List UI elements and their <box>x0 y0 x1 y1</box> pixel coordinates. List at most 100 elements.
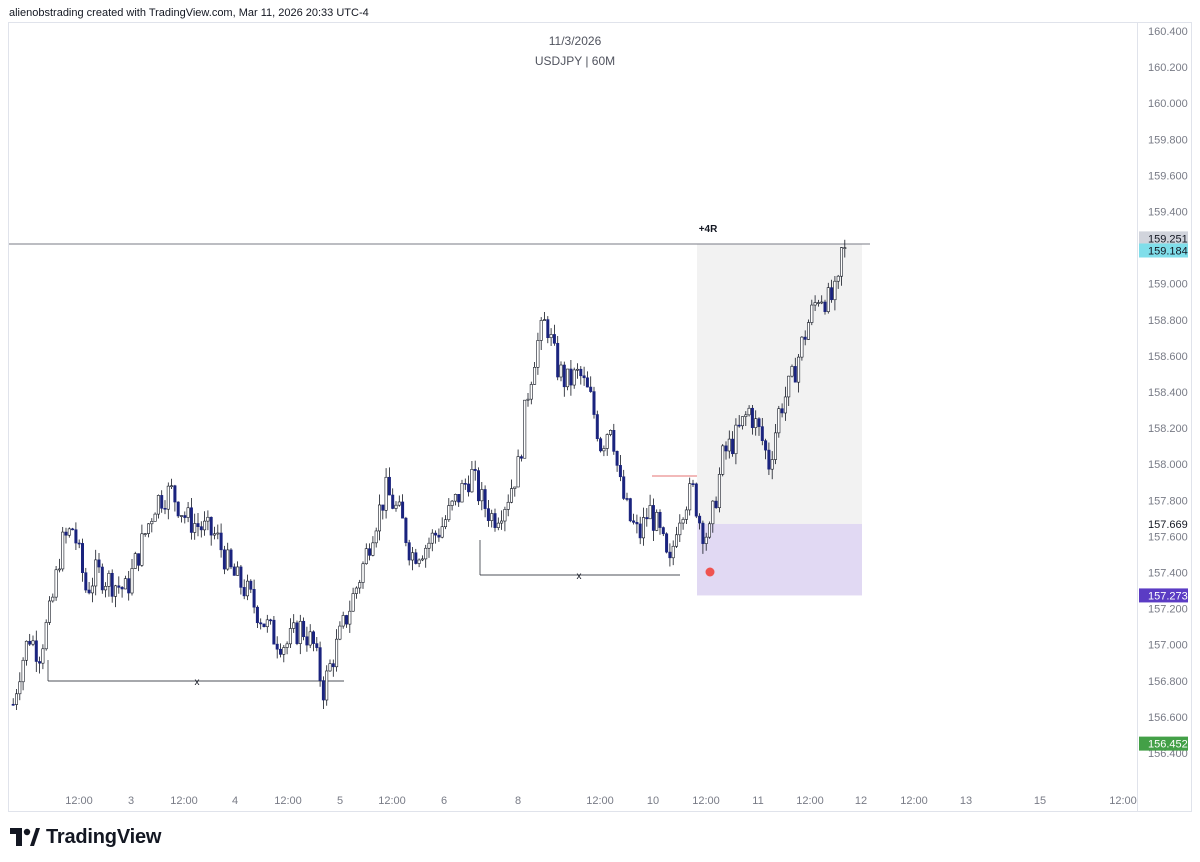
price-label: 157.273 <box>1148 590 1188 602</box>
bullish-candle <box>156 495 160 515</box>
bullish-candle <box>153 513 157 522</box>
time-tick-label: 12:00 <box>170 795 198 807</box>
price-tick-label: 160.000 <box>1148 98 1188 110</box>
bullish-candle <box>338 625 342 640</box>
bullish-candle <box>608 430 612 435</box>
price-tick-label: 157.600 <box>1148 531 1188 543</box>
bearish-candle <box>658 511 662 528</box>
bearish-candle <box>229 549 233 568</box>
bearish-candle <box>638 523 642 539</box>
bullish-candle <box>417 559 421 564</box>
bullish-candle <box>833 280 837 301</box>
bearish-candle <box>219 532 223 551</box>
bearish-candle <box>331 663 335 668</box>
bullish-candle <box>341 615 345 627</box>
tradingview-logo[interactable]: TradingView <box>10 824 161 850</box>
bearish-candle <box>592 391 596 415</box>
bearish-candle <box>701 522 705 544</box>
bullish-candle <box>325 670 329 701</box>
bearish-candle <box>457 494 461 503</box>
bullish-candle <box>47 600 51 623</box>
bullish-candle <box>810 304 814 323</box>
bullish-candle <box>533 367 537 385</box>
bullish-candle <box>443 519 447 528</box>
bullish-candle <box>206 516 210 522</box>
bearish-candle <box>74 529 78 544</box>
bearish-candle <box>110 572 114 597</box>
bearish-candle <box>698 515 702 524</box>
bullish-candle <box>140 533 144 566</box>
bullish-candle <box>655 511 659 531</box>
bullish-candle <box>536 340 540 368</box>
bearish-candle <box>176 501 180 517</box>
bullish-candle <box>648 505 652 520</box>
bearish-candle <box>618 465 622 478</box>
bullish-candle <box>526 398 530 401</box>
bearish-candle <box>665 533 669 553</box>
bearish-candle <box>803 336 807 340</box>
bearish-candle <box>77 542 81 545</box>
bullish-candle <box>707 523 711 538</box>
bullish-candle <box>430 532 434 544</box>
bearish-candle <box>764 440 768 451</box>
price-tick-label: 156.600 <box>1148 712 1188 724</box>
bearish-candle <box>625 498 629 500</box>
price-axis[interactable] <box>1138 22 1192 812</box>
bullish-candle <box>836 275 840 282</box>
bearish-candle <box>546 319 550 339</box>
bullish-candle <box>282 647 286 655</box>
bearish-candle <box>737 424 741 427</box>
chart-pane[interactable] <box>8 22 1138 812</box>
bearish-candle <box>767 449 771 470</box>
time-tick-label: 8 <box>515 795 521 807</box>
bullish-candle <box>790 366 794 377</box>
price-label-box <box>1139 588 1188 603</box>
bullish-candle <box>681 519 685 524</box>
bearish-candle <box>117 585 121 588</box>
bullish-candle <box>783 396 787 414</box>
bullish-candle <box>450 500 454 506</box>
price-tick-label: 157.000 <box>1148 640 1188 652</box>
bearish-candle <box>196 523 200 527</box>
bearish-candle <box>368 548 372 556</box>
bearish-candle <box>401 501 405 519</box>
bearish-candle <box>622 476 626 499</box>
time-tick-label: 12:00 <box>692 795 720 807</box>
bullish-candle <box>361 563 365 583</box>
price-tick-label: 159.000 <box>1148 279 1188 291</box>
bullish-candle <box>308 631 312 646</box>
bullish-candle <box>147 523 151 534</box>
time-tick-label: 12:00 <box>1109 795 1137 807</box>
bearish-candle <box>486 508 490 521</box>
tradingview-logo-icon <box>10 828 40 846</box>
bearish-candle <box>404 517 408 543</box>
bearish-candle <box>64 531 68 536</box>
bearish-candle <box>163 507 167 510</box>
price-label-box <box>1139 516 1188 531</box>
time-tick-label: 11 <box>752 795 763 807</box>
bullish-candle <box>605 434 609 449</box>
bullish-candle <box>213 533 217 536</box>
bullish-candle <box>516 456 520 488</box>
bullish-candle <box>31 640 35 645</box>
bullish-candle <box>107 572 111 587</box>
bullish-candle <box>54 569 58 598</box>
bullish-candle <box>572 369 576 386</box>
time-tick-label: 3 <box>128 795 134 807</box>
bearish-candle <box>760 426 764 442</box>
bullish-candle <box>186 507 190 518</box>
price-label-box <box>1139 231 1188 246</box>
bearish-candle <box>645 517 649 520</box>
bullish-candle <box>424 547 428 560</box>
bearish-candle <box>315 643 319 648</box>
bearish-candle <box>519 456 523 459</box>
bearish-candle <box>556 342 560 378</box>
bearish-candle <box>222 549 226 570</box>
bearish-candle <box>120 587 124 590</box>
bearish-candle <box>437 534 441 538</box>
tradingview-brand-text: TradingView <box>46 825 162 848</box>
bearish-candle <box>387 476 391 496</box>
bullish-candle <box>480 489 484 502</box>
bullish-candle <box>216 532 220 535</box>
